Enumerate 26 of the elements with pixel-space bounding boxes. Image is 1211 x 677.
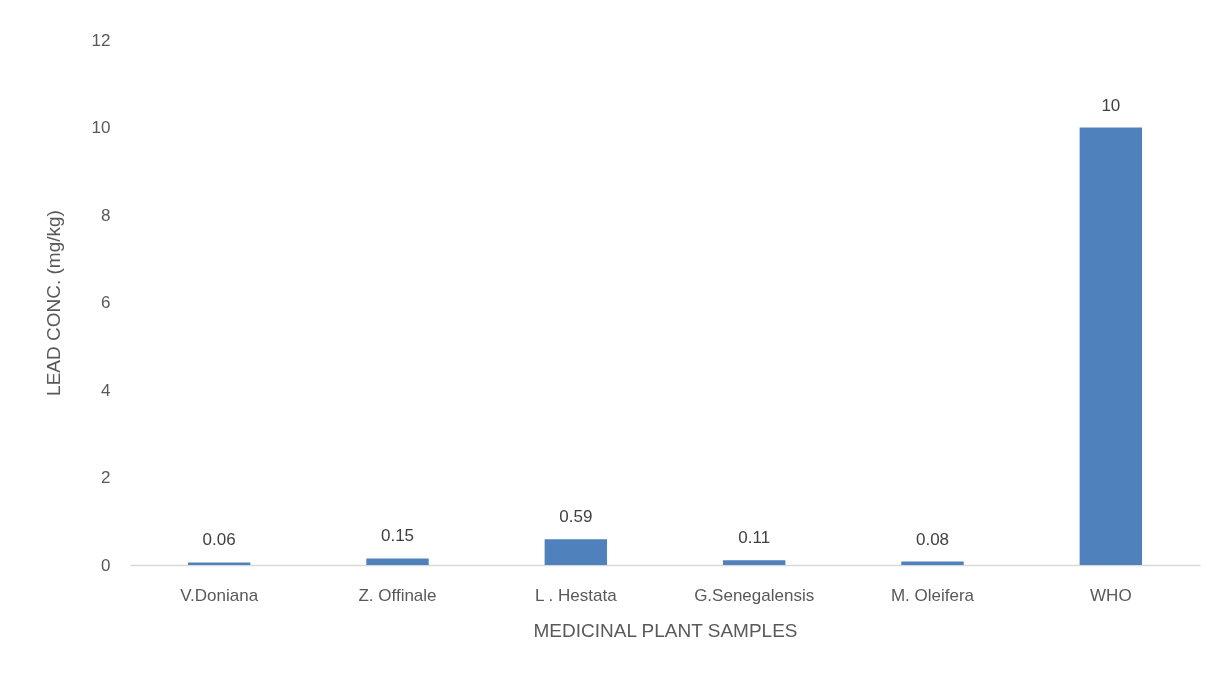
x-tick-label: Z. Offinale	[358, 585, 437, 605]
data-label: 0.06	[202, 530, 236, 550]
bar	[544, 539, 608, 565]
x-tick-label: V.Doniana	[180, 585, 259, 605]
data-label: 0.11	[738, 528, 771, 548]
data-label: 0.59	[559, 507, 593, 527]
bar	[1079, 127, 1143, 565]
bar	[722, 560, 786, 565]
x-tick-label: M. Oleifera	[890, 585, 975, 605]
y-tick-label: 8	[101, 205, 111, 225]
bar	[366, 558, 429, 565]
y-tick-label: 12	[91, 30, 111, 50]
x-tick-label: L . Hestata	[535, 585, 618, 605]
y-tick-label: 6	[101, 293, 111, 312]
x-tick-label: G.Senegalensis	[694, 585, 815, 605]
y-axis-title: LEAD CONC. (mg/kg)	[42, 210, 64, 396]
y-tick-label: 0	[101, 555, 111, 575]
y-tick-label: 2	[101, 468, 111, 487]
data-label: 0.08	[915, 529, 950, 549]
data-label: 10	[1101, 95, 1121, 115]
y-tick-label: 4	[101, 380, 111, 400]
data-label: 0.15	[380, 526, 415, 546]
x-axis-title: MEDICINAL PLANT SAMPLES	[533, 619, 798, 641]
bar	[187, 562, 251, 565]
y-tick-label: 10	[91, 118, 111, 137]
x-tick-label: WHO	[1090, 585, 1132, 605]
